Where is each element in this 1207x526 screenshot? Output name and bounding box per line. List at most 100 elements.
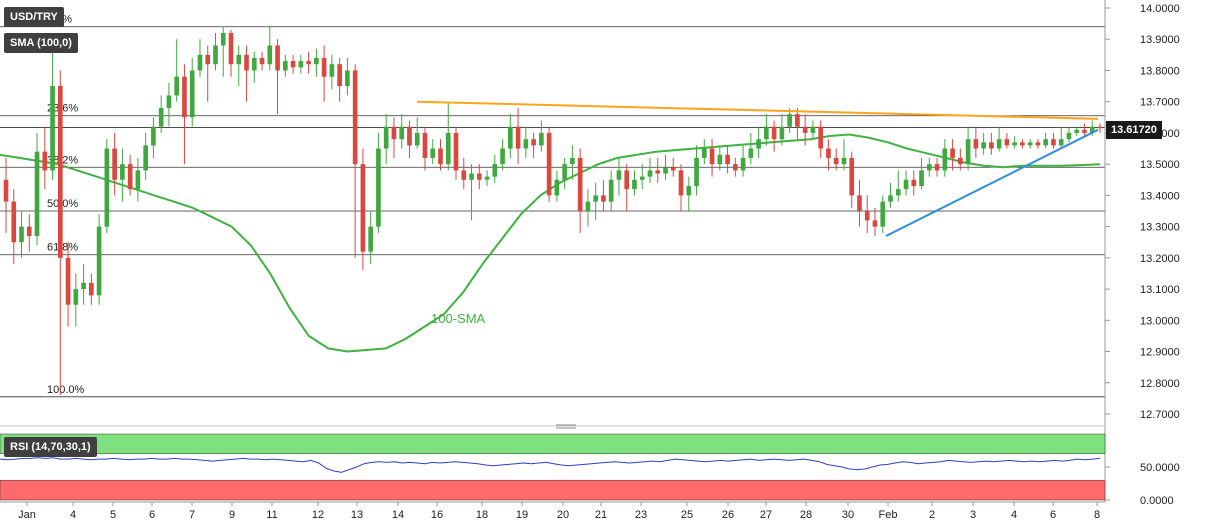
candle-body bbox=[1089, 126, 1095, 133]
candle-body bbox=[764, 126, 769, 140]
candle-body bbox=[616, 170, 622, 180]
candle-body bbox=[57, 86, 63, 258]
candle-body bbox=[3, 179, 9, 202]
x-tick-label: 4 bbox=[70, 509, 76, 521]
candles bbox=[3, 26, 1103, 396]
price-tick-label: 13.5000 bbox=[1140, 159, 1180, 171]
price-tick-label: 12.8000 bbox=[1140, 378, 1180, 390]
candle-body bbox=[189, 70, 195, 118]
candle-body bbox=[717, 154, 723, 165]
candle-body bbox=[748, 148, 754, 158]
candle-body bbox=[919, 170, 924, 187]
candle-body bbox=[1004, 139, 1010, 146]
rsi-overbought-zone bbox=[0, 433, 1106, 455]
candle-body bbox=[1035, 142, 1041, 146]
support-line bbox=[885, 128, 1099, 237]
candle-body bbox=[174, 76, 180, 96]
current-price-tag: 13.61720 bbox=[1106, 121, 1162, 139]
candle-body bbox=[1082, 129, 1087, 133]
candle-body bbox=[585, 201, 591, 211]
x-tick-label: 27 bbox=[760, 509, 772, 521]
candle-body bbox=[500, 148, 505, 165]
fib-label: 61.8% bbox=[47, 242, 78, 254]
x-tick-label: 5 bbox=[110, 509, 116, 521]
price-tick-label: 13.4000 bbox=[1140, 190, 1180, 202]
trendlines bbox=[416, 100, 1099, 237]
candle-body bbox=[562, 164, 567, 180]
candle-body bbox=[857, 195, 862, 211]
x-tick-label: 6 bbox=[1050, 509, 1056, 521]
candle-body bbox=[864, 211, 870, 221]
symbol-label[interactable]: USD/TRY bbox=[4, 7, 64, 27]
x-axis: Jan 4 5 6 7 9 11 12 13 14 16 18 19 20 21 23 25 26 27 28 30 Fe… bbox=[18, 502, 1100, 521]
fib-label: 100.0% bbox=[47, 384, 85, 396]
x-tick-label: 20 bbox=[557, 509, 569, 521]
x-tick-label: 18 bbox=[476, 509, 488, 521]
candle-body bbox=[678, 170, 684, 196]
price-tick-label: 13.0000 bbox=[1140, 315, 1180, 327]
x-tick-label: 14 bbox=[392, 509, 404, 521]
price-tick-label: 13.2000 bbox=[1140, 253, 1180, 265]
candle-body bbox=[826, 148, 831, 158]
x-tick-label: 2 bbox=[929, 509, 935, 521]
candle-body bbox=[872, 220, 878, 227]
candle-body bbox=[166, 95, 172, 108]
candle-body bbox=[1051, 139, 1056, 146]
candle-body bbox=[321, 57, 327, 77]
candle-body bbox=[1058, 139, 1064, 146]
candle-body bbox=[383, 126, 389, 149]
candle-body bbox=[65, 257, 71, 305]
sma-annotation: 100-SMA bbox=[431, 311, 486, 326]
candle-body bbox=[601, 195, 606, 202]
sma-legend[interactable]: SMA (100,0) bbox=[4, 33, 78, 53]
candle-body bbox=[880, 201, 886, 227]
rsi-legend[interactable]: RSI (14,70,30,1) bbox=[4, 437, 97, 457]
x-tick-label: Jan bbox=[18, 509, 36, 521]
candle-body bbox=[779, 126, 785, 140]
x-tick-label: 23 bbox=[635, 509, 647, 521]
x-tick-label: 26 bbox=[722, 509, 734, 521]
candle-body bbox=[756, 139, 761, 149]
candle-body bbox=[903, 179, 909, 190]
x-tick-label: 13 bbox=[351, 509, 363, 521]
candle-body bbox=[135, 170, 141, 190]
candle-body bbox=[205, 54, 211, 65]
rsi-tick-label: 0.0000 bbox=[1140, 495, 1174, 507]
fib-label: 50.0% bbox=[47, 198, 78, 210]
x-tick-label: 4 bbox=[1011, 509, 1017, 521]
candle-body bbox=[515, 126, 521, 149]
candle-body bbox=[453, 132, 459, 171]
candle-body bbox=[989, 142, 994, 149]
candle-body bbox=[694, 157, 699, 187]
candle-body bbox=[127, 164, 133, 190]
candle-body bbox=[663, 167, 668, 174]
candle-body bbox=[259, 57, 265, 65]
candle-body bbox=[236, 54, 242, 65]
candle-body bbox=[577, 157, 583, 211]
candle-body bbox=[725, 154, 730, 165]
candle-body bbox=[570, 157, 575, 165]
candle-body bbox=[981, 142, 986, 149]
candle-body bbox=[934, 164, 940, 171]
candle-body bbox=[608, 179, 614, 202]
candle-body bbox=[895, 189, 901, 196]
candle-body bbox=[1020, 142, 1025, 146]
candle-body bbox=[182, 76, 187, 118]
candle-body bbox=[740, 157, 746, 171]
candle-body bbox=[19, 226, 24, 243]
candle-body bbox=[337, 64, 342, 87]
candle-body bbox=[787, 114, 792, 127]
candle-body bbox=[1097, 126, 1103, 129]
candle-body bbox=[818, 126, 824, 149]
candle-body bbox=[42, 151, 48, 171]
candle-body bbox=[639, 176, 645, 180]
candle-body bbox=[399, 126, 405, 140]
rsi-line bbox=[0, 457, 1101, 473]
candle-body bbox=[942, 148, 948, 171]
candle-body bbox=[438, 148, 443, 165]
candle-body bbox=[686, 186, 692, 196]
candle-body bbox=[213, 45, 218, 65]
candle-body bbox=[112, 148, 117, 180]
pane-resize-handle[interactable] bbox=[556, 424, 576, 429]
candle-body bbox=[911, 179, 917, 187]
